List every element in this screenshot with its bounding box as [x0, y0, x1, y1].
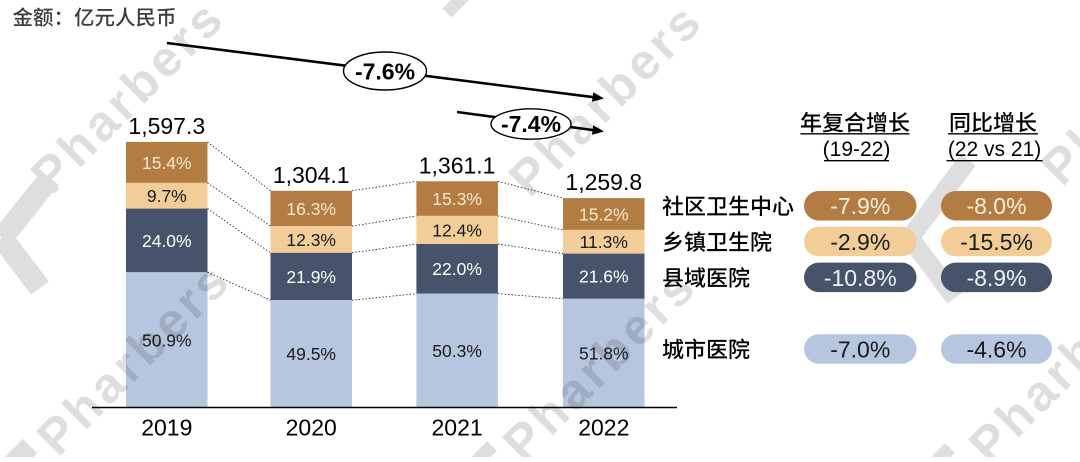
svg-text:51.8%: 51.8% [579, 344, 629, 364]
svg-text:11.3%: 11.3% [580, 232, 628, 252]
svg-text:16.3%: 16.3% [286, 199, 336, 219]
svg-text:-2.9%: -2.9% [830, 229, 890, 255]
svg-text:50.3%: 50.3% [432, 341, 482, 361]
svg-text:(22 vs 21): (22 vs 21) [948, 138, 1041, 161]
svg-text:2021: 2021 [432, 415, 483, 441]
svg-text:9.7%: 9.7% [147, 186, 187, 206]
svg-text:1,361.1: 1,361.1 [419, 152, 496, 178]
svg-text:49.5%: 49.5% [286, 344, 336, 364]
svg-text:-7.9%: -7.9% [830, 193, 890, 219]
svg-text:-10.8%: -10.8% [824, 265, 897, 291]
svg-text:50.9%: 50.9% [142, 330, 192, 350]
svg-text:24.0%: 24.0% [142, 231, 192, 251]
svg-text:-7.4%: -7.4% [501, 111, 561, 137]
svg-text:21.6%: 21.6% [579, 267, 629, 287]
svg-text:-8.0%: -8.0% [966, 193, 1026, 219]
svg-text:2020: 2020 [286, 415, 337, 441]
svg-text:21.9%: 21.9% [286, 267, 336, 287]
svg-text:-8.9%: -8.9% [966, 265, 1026, 291]
svg-text:12.3%: 12.3% [286, 230, 336, 250]
svg-text:-7.0%: -7.0% [830, 336, 890, 362]
svg-text:1,597.3: 1,597.3 [128, 113, 205, 139]
svg-text:-15.5%: -15.5% [960, 229, 1033, 255]
svg-text:1,304.1: 1,304.1 [273, 162, 350, 188]
svg-text:2019: 2019 [141, 415, 192, 441]
svg-text:15.2%: 15.2% [579, 204, 629, 224]
svg-text:22.0%: 22.0% [432, 259, 482, 279]
svg-text:-4.6%: -4.6% [966, 336, 1026, 362]
svg-text:15.4%: 15.4% [142, 153, 192, 173]
svg-text:-7.6%: -7.6% [355, 59, 415, 85]
svg-text:15.3%: 15.3% [432, 189, 482, 209]
svg-text:2022: 2022 [578, 415, 629, 441]
svg-text:1,259.8: 1,259.8 [565, 169, 642, 195]
svg-text:(19-22): (19-22) [823, 138, 891, 161]
svg-text:12.4%: 12.4% [432, 220, 482, 240]
